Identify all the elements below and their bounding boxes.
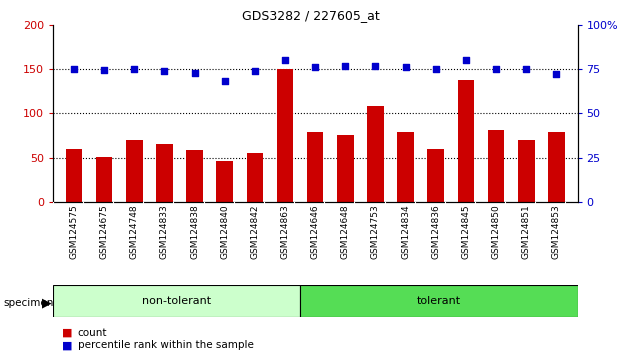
Point	[340, 64, 350, 69]
Text: tolerant: tolerant	[417, 296, 461, 306]
Bar	[300, 285, 578, 317]
Bar	[216, 161, 233, 202]
Point	[310, 64, 320, 70]
Point	[371, 64, 381, 69]
Text: ■: ■	[62, 340, 73, 350]
Text: percentile rank within the sample: percentile rank within the sample	[78, 340, 253, 350]
Text: GSM124863: GSM124863	[281, 204, 289, 259]
Text: GSM124748: GSM124748	[130, 204, 138, 259]
Bar	[548, 132, 564, 202]
Text: GSM124646: GSM124646	[310, 204, 320, 259]
Point	[521, 66, 531, 72]
Bar	[458, 80, 474, 202]
Bar	[488, 130, 504, 202]
Text: GSM124833: GSM124833	[160, 204, 169, 259]
Point	[129, 66, 139, 72]
Point	[491, 66, 501, 72]
Text: GSM124851: GSM124851	[522, 204, 531, 259]
Bar	[126, 140, 142, 202]
Text: GSM124853: GSM124853	[552, 204, 561, 259]
Bar	[186, 150, 203, 202]
Bar	[337, 135, 353, 202]
Text: GSM124838: GSM124838	[190, 204, 199, 259]
Text: count: count	[78, 328, 107, 338]
Point	[160, 68, 170, 74]
Bar	[96, 156, 112, 202]
Point	[69, 66, 79, 72]
Point	[250, 68, 260, 74]
Point	[461, 57, 471, 63]
Bar	[156, 144, 173, 202]
Point	[551, 72, 561, 77]
Bar	[518, 140, 535, 202]
Text: GSM124834: GSM124834	[401, 204, 410, 259]
Point	[280, 57, 290, 63]
Text: ▶: ▶	[42, 296, 52, 309]
Text: GSM124753: GSM124753	[371, 204, 380, 259]
Bar	[247, 153, 263, 202]
Bar	[427, 149, 444, 202]
Text: GSM124836: GSM124836	[432, 204, 440, 259]
Text: GSM124675: GSM124675	[99, 204, 109, 259]
Bar	[307, 132, 324, 202]
Text: GDS3282 / 227605_at: GDS3282 / 227605_at	[242, 9, 379, 22]
Bar	[277, 69, 293, 202]
Point	[189, 71, 199, 76]
Bar	[397, 132, 414, 202]
Point	[99, 67, 109, 73]
Point	[431, 66, 441, 72]
Text: GSM124840: GSM124840	[220, 204, 229, 259]
Text: GSM124845: GSM124845	[461, 204, 471, 259]
Point	[220, 79, 230, 84]
Text: GSM124842: GSM124842	[250, 204, 260, 259]
Text: GSM124575: GSM124575	[70, 204, 78, 259]
Point	[401, 64, 410, 70]
Bar	[66, 149, 82, 202]
Bar	[53, 285, 300, 317]
Text: GSM124648: GSM124648	[341, 204, 350, 259]
Text: non-tolerant: non-tolerant	[142, 296, 211, 306]
Text: GSM124850: GSM124850	[492, 204, 501, 259]
Text: ■: ■	[62, 328, 73, 338]
Text: specimen: specimen	[3, 298, 53, 308]
Bar	[367, 106, 384, 202]
